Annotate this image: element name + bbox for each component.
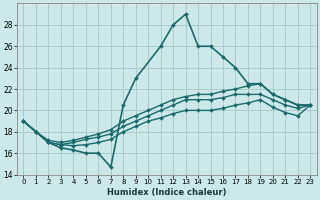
X-axis label: Humidex (Indice chaleur): Humidex (Indice chaleur) <box>107 188 227 197</box>
